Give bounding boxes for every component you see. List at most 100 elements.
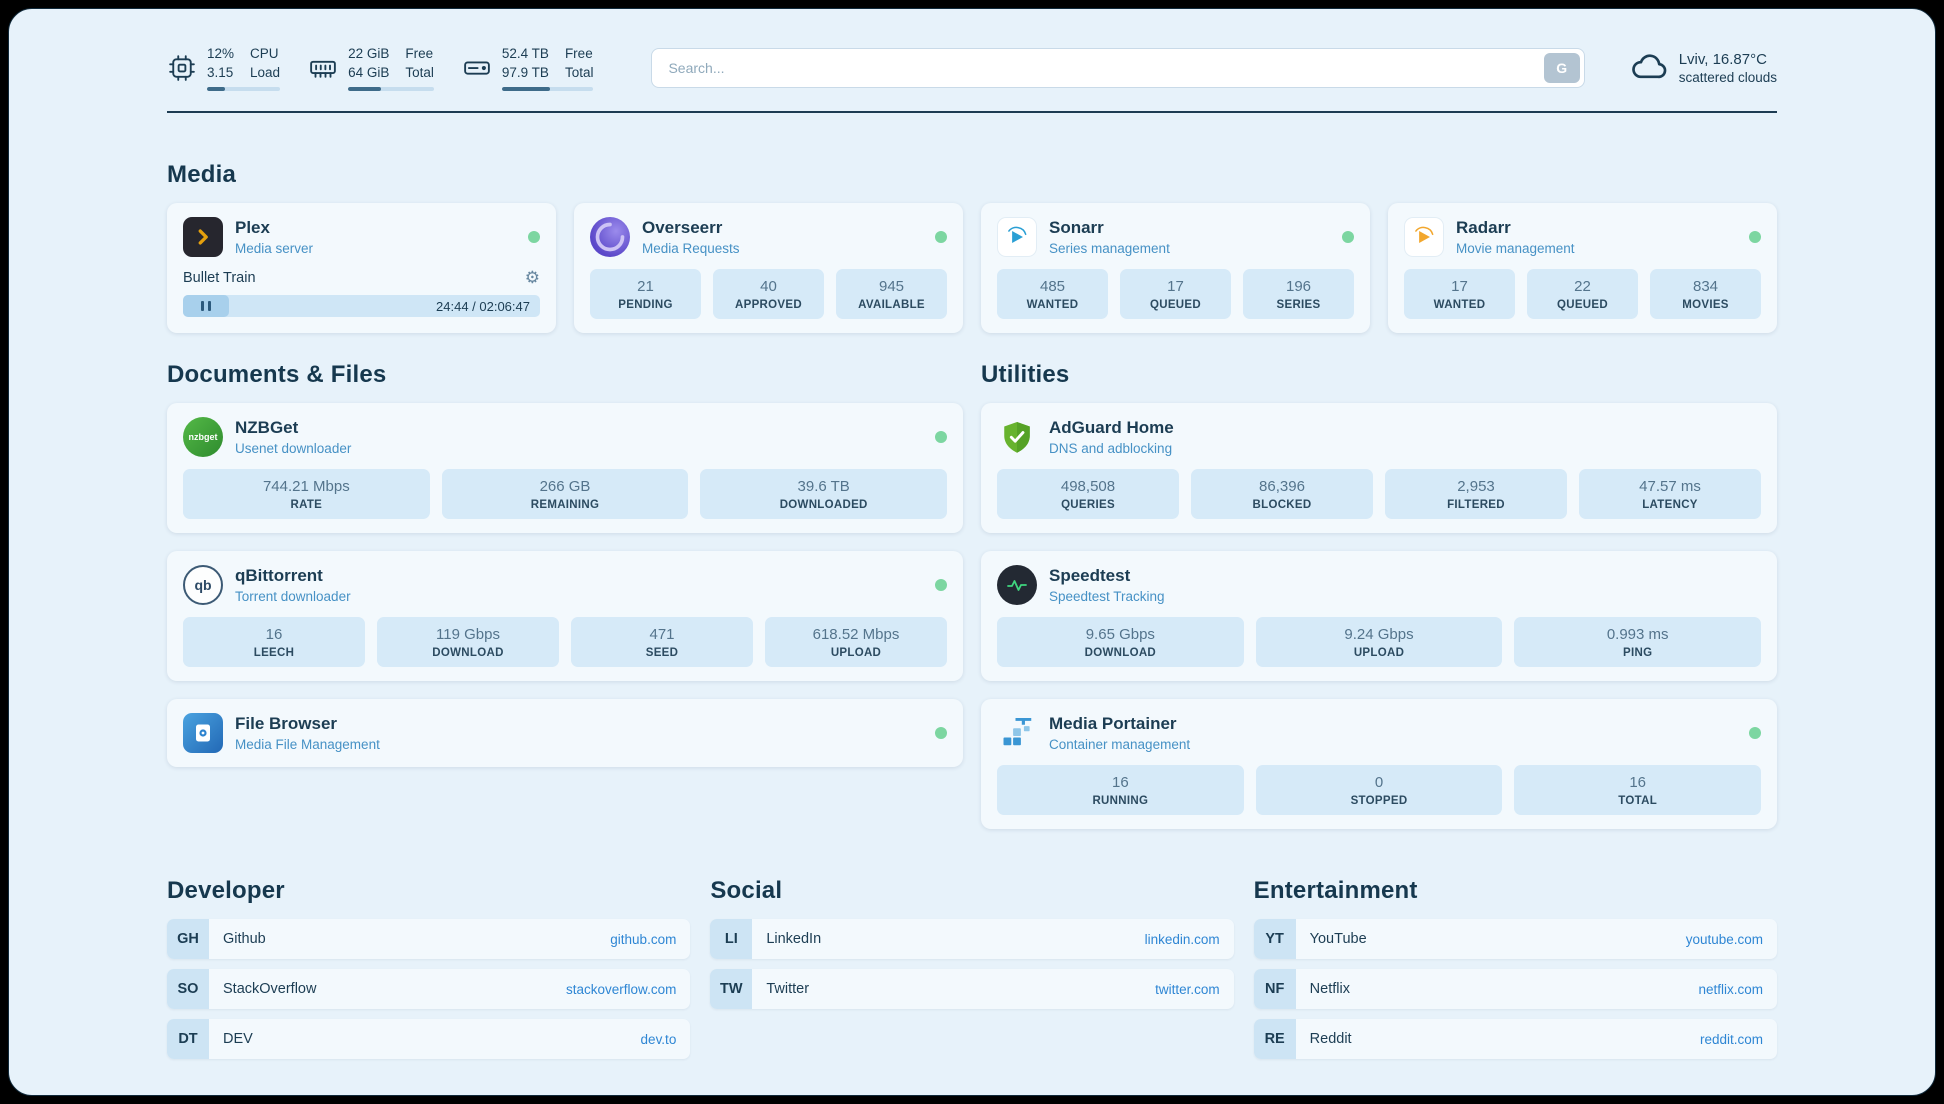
bookmark-row[interactable]: SO StackOverflow stackoverflow.com [167,969,691,1010]
ram-progress-bar [348,87,434,92]
stat-tile: 266 GB REMAINING [441,469,689,520]
section-utilities: Utilities AdGuard Home DNS and adblockin… [981,361,1777,830]
app-name: qBittorrent [235,566,323,586]
bookmark-abbr-tile: SO [167,969,209,1010]
section-entertainment: Entertainment YT YouTube youtube.com NF … [1253,877,1777,1069]
status-dot [1749,231,1761,244]
stat-value: 834 [1692,278,1719,296]
stat-tile: 86,396 BLOCKED [1191,469,1373,520]
app-card-portainer[interactable]: Media Portainer Container management 16 … [981,699,1777,830]
settings-icon[interactable]: ⚙ [524,268,540,288]
cpu-labels: CPU Load [250,45,280,82]
search-input[interactable] [651,48,1585,89]
stat-label: QUERIES [1061,499,1115,512]
cpu-values: 12% 3.15 [207,45,234,82]
stat-tile: 17 QUEUED [1120,269,1231,320]
bookmark-url-link[interactable]: youtube.com [1685,931,1763,947]
stat-value: 498,508 [1060,478,1116,496]
ram-label-top: Free [405,46,434,61]
stat-tiles: 17 WANTED 22 QUEUED 834 MOVIES [1404,269,1761,320]
bookmark-url-link[interactable]: twitter.com [1155,981,1220,997]
stat-tiles: 498,508 QUERIES 86,396 BLOCKED 2,953 FIL… [997,469,1761,520]
bookmark-row[interactable]: NF Netflix netflix.com [1253,969,1777,1010]
section-media: Media Plex Media server Bullet [167,161,1777,334]
stat-value: 9.24 Gbps [1344,626,1414,644]
stat-value: 196 [1285,278,1312,296]
bookmark-abbr-tile: YT [1253,919,1296,960]
bookmark-url-link[interactable]: stackoverflow.com [566,981,677,997]
status-dot [935,727,947,740]
stat-tile: 9.65 Gbps DOWNLOAD [997,617,1244,668]
stat-tiles: 16 LEECH 119 Gbps DOWNLOAD 471 SEED 618.… [183,617,947,668]
stat-value: 39.6 TB [797,478,850,496]
bookmark-abbr-tile: DT [167,1019,209,1060]
bookmark-abbr-tile: GH [167,919,209,960]
playback-progress[interactable]: 24:44 / 02:06:47 [183,295,540,318]
cpu-label-bottom: Load [250,64,281,80]
app-card-sonarr[interactable]: Sonarr Series management 485 WANTED 17 Q… [981,203,1370,334]
stat-tile: 196 SERIES [1243,269,1354,320]
status-dot [935,231,947,244]
stat-label: SEED [645,647,679,660]
disk-label-bottom: Total [564,64,594,80]
stat-tiles: 9.65 Gbps DOWNLOAD 9.24 Gbps UPLOAD 0.99… [997,617,1762,668]
ram-values: 22 GiB 64 GiB [348,45,389,82]
bookmark-row[interactable]: GH Github github.com [167,919,691,960]
stat-value: 119 Gbps [436,626,500,644]
app-card-nzbget[interactable]: nzbget NZBGet Usenet downloader 744.21 M… [167,403,963,534]
stat-value: 744.21 Mbps [262,478,350,496]
search-provider-button[interactable]: G [1543,53,1580,84]
stat-tile: 744.21 Mbps RATE [183,469,430,520]
bookmark-list-entertainment: YT YouTube youtube.com NF Netflix netfli… [1253,919,1777,1060]
top-bar: 12% 3.15 CPU Load [167,45,1777,92]
bookmark-row[interactable]: YT YouTube youtube.com [1253,919,1777,960]
bookmark-list-developer: GH Github github.com SO StackOverflow st… [167,919,691,1060]
bookmark-url-link[interactable]: reddit.com [1699,1031,1763,1047]
app-subtitle: DNS and adblocking [1049,441,1173,457]
bookmark-name: Reddit [1309,1031,1352,1048]
bookmark-row[interactable]: DT DEV dev.to [167,1019,691,1060]
app-card-radarr[interactable]: Radarr Movie management 17 WANTED 22 QUE… [1388,203,1777,334]
app-card-filebrowser[interactable]: File Browser Media File Management [167,699,963,768]
bookmark-row[interactable]: LI LinkedIn linkedin.com [710,919,1234,960]
bookmark-name: Github [223,931,266,948]
weather-location: Lviv, 16.87°C [1678,51,1767,69]
bookmark-url-link[interactable]: linkedin.com [1144,931,1220,947]
stat-tile: 21 PENDING [590,269,701,320]
stat-tile: 40 APPROVED [713,269,824,320]
stat-label: STOPPED [1350,795,1408,808]
disk-total-value: 97.9 TB [501,64,549,80]
stat-tile: 47.57 ms LATENCY [1579,469,1761,520]
bookmark-row[interactable]: TW Twitter twitter.com [710,969,1234,1010]
app-name: AdGuard Home [1049,418,1174,438]
app-card-plex[interactable]: Plex Media server Bullet Train ⚙ 24:44 /… [167,203,556,334]
stat-value: 945 [878,278,905,296]
section-title-utilities: Utilities [981,361,1070,389]
portainer-icon [997,713,1037,753]
disk-widget: 52.4 TB 97.9 TB Free Total [462,45,594,92]
cloud-icon [1629,46,1669,91]
bookmark-row[interactable]: RE Reddit reddit.com [1253,1019,1777,1060]
stat-label: UPLOAD [1353,647,1405,660]
bookmark-url-link[interactable]: github.com [610,931,677,947]
ram-icon [308,53,338,83]
app-card-qbittorrent[interactable]: qb qBittorrent Torrent downloader 16 LEE… [167,551,963,682]
disk-icon [462,53,492,83]
bookmark-url-link[interactable]: netflix.com [1698,981,1763,997]
app-subtitle: Speedtest Tracking [1049,589,1165,605]
stat-value: 2,953 [1457,478,1495,496]
pause-icon[interactable] [183,295,229,318]
stat-label: PENDING [618,299,673,312]
ram-free-value: 22 GiB [348,46,390,61]
bookmark-url-link[interactable]: dev.to [640,1031,677,1047]
stat-tile: 17 WANTED [1404,269,1515,320]
nzbget-icon: nzbget [183,417,223,458]
stat-label: DOWNLOADED [779,499,868,512]
bookmark-name: Netflix [1309,981,1350,998]
app-card-speedtest[interactable]: Speedtest Speedtest Tracking 9.65 Gbps D… [981,551,1777,682]
stat-label: DOWNLOAD [432,647,504,660]
stat-label: DOWNLOAD [1084,647,1157,660]
app-card-overseerr[interactable]: Overseerr Media Requests 21 PENDING 40 A… [574,203,963,334]
app-card-adguard[interactable]: AdGuard Home DNS and adblocking 498,508 … [981,403,1777,534]
ram-widget: 22 GiB 64 GiB Free Total [308,45,434,92]
